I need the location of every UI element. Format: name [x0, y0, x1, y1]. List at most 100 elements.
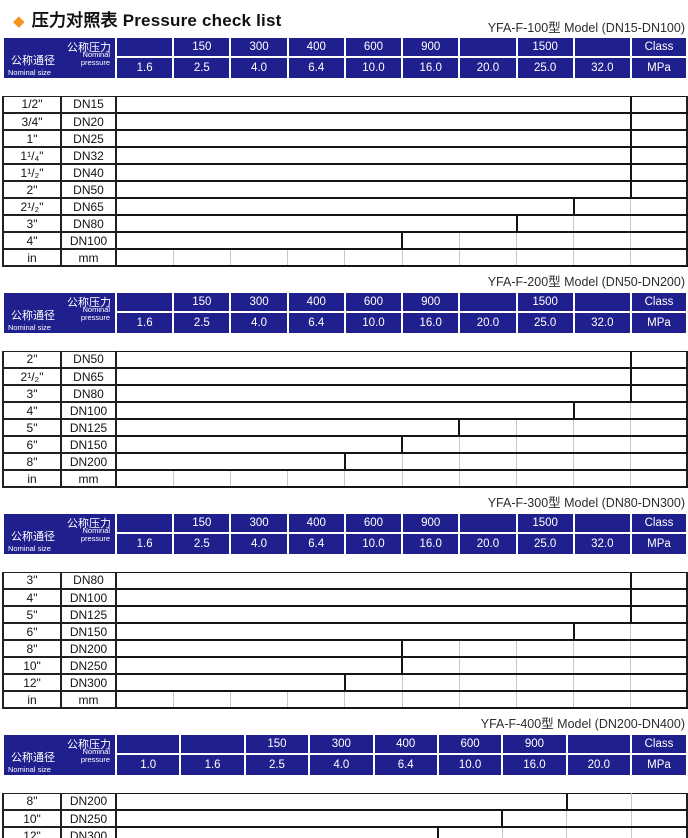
empty-cell	[344, 690, 403, 709]
table-row: 5" DN125	[2, 605, 688, 624]
unit-column-empty-cell	[630, 163, 688, 182]
unit-footer-row: in mm	[2, 690, 688, 709]
table-row: 8" DN200	[2, 639, 688, 658]
empty-cell	[458, 231, 518, 250]
unit-column-empty-cell	[630, 214, 688, 233]
pressure-table-block-2: 公称压力 Nominal pressure 公称通径 Nominal size 150 30…	[2, 291, 688, 488]
table-row: 10" DN250	[2, 656, 688, 675]
table-row: 2¹/₂" DN65	[2, 197, 688, 216]
corner-pressure-label-zh: 公称压力	[67, 297, 111, 309]
pressure-bar	[115, 673, 346, 692]
empty-cell	[401, 673, 460, 692]
unit-column-empty-cell	[630, 231, 688, 250]
size-inch-cell: 12"	[2, 826, 62, 838]
empty-cell	[516, 248, 575, 267]
header-row-mpa: 1.6 2.5 4.0 6.4 10.0 16.0 20.0 25.0 32.0 MPa	[3, 311, 688, 335]
size-dn-cell: DN100	[60, 401, 117, 420]
header-row-mpa: 1.6 2.5 4.0 6.4 10.0 16.0 20.0 25.0 32.0 MPa	[3, 532, 688, 556]
size-dn-cell: DN250	[60, 809, 117, 828]
pressure-table: 公称压力 Nominal pressure 公称通径 Nominal size 150 30…	[2, 291, 688, 488]
class-header-cell: 150	[172, 512, 232, 534]
class-header-cell: 150	[172, 36, 232, 58]
mpa-header-cell: 20.0	[458, 311, 518, 335]
empty-cell	[229, 248, 289, 267]
corner-pressure-label-zh: 公称压力	[67, 518, 111, 530]
class-header-cell: 600	[436, 733, 504, 755]
size-dn-cell: DN80	[60, 571, 117, 590]
empty-cell	[401, 690, 460, 709]
corner-cell: 公称压力 Nominal pressure 公称通径 Nominal size	[2, 36, 117, 80]
corner-size-label-zh: 公称通径	[11, 752, 55, 764]
empty-cell	[115, 690, 174, 709]
unit-column-empty-cell	[630, 384, 688, 403]
class-header-cell: 400	[286, 512, 346, 534]
table-row: 3" DN80	[2, 214, 688, 233]
size-dn-cell: DN125	[60, 605, 117, 624]
class-header-cell	[572, 512, 632, 534]
mpa-unit-header-cell: MPa	[629, 311, 688, 335]
gap-cell	[3, 79, 687, 96]
corner-size-label-en: Nominal size	[8, 765, 51, 774]
empty-cell	[516, 656, 575, 675]
table-subtitle: YFA-F-100型 Model (DN15-DN100)	[487, 21, 685, 35]
class-unit-header-cell: Class	[629, 291, 688, 313]
mpa-header-cell: 10.0	[343, 311, 404, 335]
empty-cell	[458, 248, 518, 267]
size-inch-cell: 10"	[2, 656, 62, 675]
mpa-header-cell: 16.0	[501, 753, 568, 777]
table-row: 1¹/₄" DN32	[2, 146, 688, 165]
class-header-cell	[114, 291, 175, 313]
size-inch-cell: 2"	[2, 180, 62, 199]
class-header-cell	[179, 733, 246, 755]
header-row-class: 公称压力 Nominal pressure 公称通径 Nominal size 150 30…	[2, 36, 688, 80]
corner-pressure-en-line2: pressure	[80, 57, 110, 67]
unit-column-empty-cell	[630, 350, 688, 369]
size-dn-cell: DN250	[60, 656, 117, 675]
mpa-header-cell: 32.0	[572, 311, 632, 335]
mm-unit-cell: mm	[60, 469, 117, 488]
corner-pressure-en-line2: pressure	[80, 533, 110, 543]
table-row: 4" DN100	[2, 401, 688, 420]
empty-cell	[566, 792, 632, 811]
unit-column-empty-cell	[630, 401, 688, 420]
class-header-cell: 400	[286, 291, 346, 313]
header-row-class: 公称压力 Nominal pressure 公称通径 Nominal size 150 30…	[2, 291, 688, 335]
class-header-cell: 900	[401, 36, 461, 58]
mpa-header-cell: 1.6	[114, 311, 175, 335]
pressure-bar	[114, 435, 404, 454]
pressure-bar	[114, 418, 461, 437]
table-subtitle: YFA-F-300型 Model (DN80-DN300)	[487, 496, 685, 510]
empty-cell	[458, 435, 518, 454]
empty-cell	[573, 214, 632, 233]
size-dn-cell: DN20	[60, 112, 117, 131]
size-inch-cell: 3/4"	[2, 112, 62, 131]
table-row: 10" DN250	[2, 809, 688, 828]
mpa-header-cell: 6.4	[286, 311, 346, 335]
pressure-bar	[115, 95, 632, 114]
unit-column-empty-cell	[630, 197, 688, 216]
mpa-unit-header-cell: MPa	[629, 56, 688, 80]
corner-cell: 公称压力 Nominal pressure 公称通径 Nominal size	[2, 733, 117, 777]
size-inch-cell: 6"	[2, 622, 62, 641]
empty-cell	[573, 231, 632, 250]
corner-pressure-en-line1: Nominal	[82, 50, 110, 59]
empty-cell	[458, 656, 518, 675]
size-inch-cell: 1¹/₂"	[2, 163, 62, 182]
class-header-cell: 150	[172, 291, 232, 313]
mpa-header-cell: 25.0	[515, 532, 575, 556]
mpa-header-cell: 6.4	[286, 532, 346, 556]
empty-cell	[344, 248, 403, 267]
class-header-cell	[572, 36, 632, 58]
table-row: 6" DN150	[2, 435, 688, 454]
pressure-bar	[115, 452, 346, 471]
class-unit-header-cell: Class	[629, 36, 688, 58]
size-inch-cell: 2¹/₂"	[2, 197, 62, 216]
pressure-bar	[115, 588, 632, 607]
pressure-table: 公称压力 Nominal pressure 公称通径 Nominal size 150 30…	[2, 36, 688, 267]
size-dn-cell: DN40	[60, 163, 117, 182]
unit-column-empty-cell	[630, 418, 688, 437]
class-header-cell	[114, 512, 175, 534]
unit-column-empty-cell	[630, 690, 688, 709]
class-header-cell: 400	[372, 733, 439, 755]
table-row: 1" DN25	[2, 129, 688, 148]
